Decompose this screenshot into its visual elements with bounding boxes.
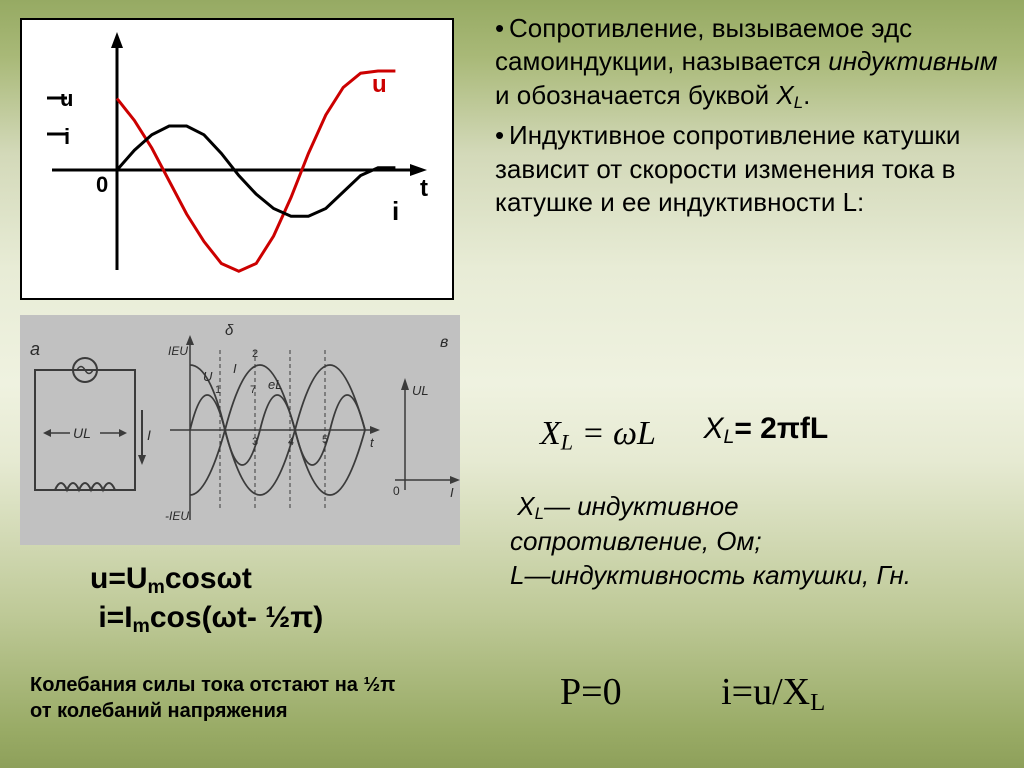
phasor-i: I: [450, 485, 454, 500]
note-l1: Колебания силы тока отстают на ½π: [30, 672, 460, 698]
tick-5: 5: [322, 434, 328, 446]
para1: •Сопротивление, вызываемое эдс самоиндук…: [495, 12, 1005, 113]
formula-row: XL = ωL XL= 2πfL: [540, 412, 1000, 456]
ylabel-i: i: [64, 124, 70, 149]
y-axis-arrow: [111, 32, 123, 48]
inductor-coil: [55, 483, 115, 490]
tick-4: 4: [288, 436, 294, 448]
waves-xlabel: t: [370, 435, 375, 450]
origin-label: 0: [96, 172, 108, 197]
tick-3: 3: [252, 436, 258, 448]
eq-u: u=Umcosωt: [90, 560, 323, 599]
ieu-top: IEU: [168, 344, 188, 358]
phasor-ul: UL: [412, 383, 429, 398]
xlabel-t: t: [420, 175, 428, 202]
eq-i: i=Imcos(ωt- ½π): [90, 599, 323, 638]
chart1-svg: u i 0 t u i: [22, 20, 452, 298]
tick-7: 7: [250, 384, 256, 396]
tick-2: 2: [252, 348, 258, 360]
formula-xl-2pif: XL= 2πfL: [703, 412, 828, 449]
series-label-i: i: [392, 196, 399, 226]
label-a: a: [30, 339, 40, 359]
bottom-formulas: P=0 i=u/XL: [560, 670, 1010, 717]
ul-label: UL: [73, 425, 91, 441]
para1-end: .: [803, 80, 810, 110]
ul-arrow-r: [119, 429, 127, 437]
waves-graph: δ IEU -IEU t: [165, 322, 380, 523]
explanation-text: •Сопротивление, вызываемое эдс самоиндук…: [495, 12, 1005, 225]
ylabel-u: u: [60, 86, 73, 111]
curve-label-eL: eL: [268, 377, 282, 392]
para1-b: и обозначается буквой: [495, 80, 776, 110]
para2-text: Индуктивное сопротивление катушки зависи…: [495, 120, 960, 217]
i-arrow-label: I: [147, 427, 151, 443]
para1-em: индуктивным: [828, 46, 997, 76]
note-l2: от колебаний напряжения: [30, 698, 460, 724]
curve-label-I: I: [233, 361, 237, 376]
chart2-svg: a UL I δ: [20, 315, 460, 545]
series-label-u: u: [372, 71, 387, 98]
left-equations: u=Umcosωt i=Imcos(ωt- ½π): [90, 560, 323, 639]
formula-p-zero: P=0: [560, 671, 622, 713]
delta-label: δ: [225, 322, 234, 339]
curve-label-U: U: [203, 369, 213, 384]
phasor-diagram: в UL I 0: [393, 334, 460, 500]
ul-arrow-l: [43, 429, 51, 437]
ieu-bot: -IEU: [165, 509, 189, 523]
chart-voltage-current: u i 0 t u i: [20, 18, 454, 300]
para2: •Индуктивное сопротивление катушки завис…: [495, 119, 1005, 219]
def-l: L—индуктивность катушки, Гн.: [510, 559, 1010, 593]
i-arrow-head: [138, 455, 146, 465]
label-b: в: [440, 334, 448, 351]
phasor-origin: 0: [393, 484, 400, 498]
chart-circuit-waves-phasor: a UL I δ: [20, 315, 460, 545]
phase-note: Колебания силы тока отстают на ½π от кол…: [30, 672, 460, 724]
tick-1: 1: [215, 384, 221, 396]
definitions: XL— индуктивноесопротивление, Ом; L—инду…: [510, 490, 1010, 593]
def-xl: XL— индуктивноесопротивление, Ом;: [510, 490, 1010, 559]
formula-i-u-xl: i=u/XL: [721, 671, 825, 713]
formula-xl-omega: XL = ωL: [540, 415, 656, 456]
